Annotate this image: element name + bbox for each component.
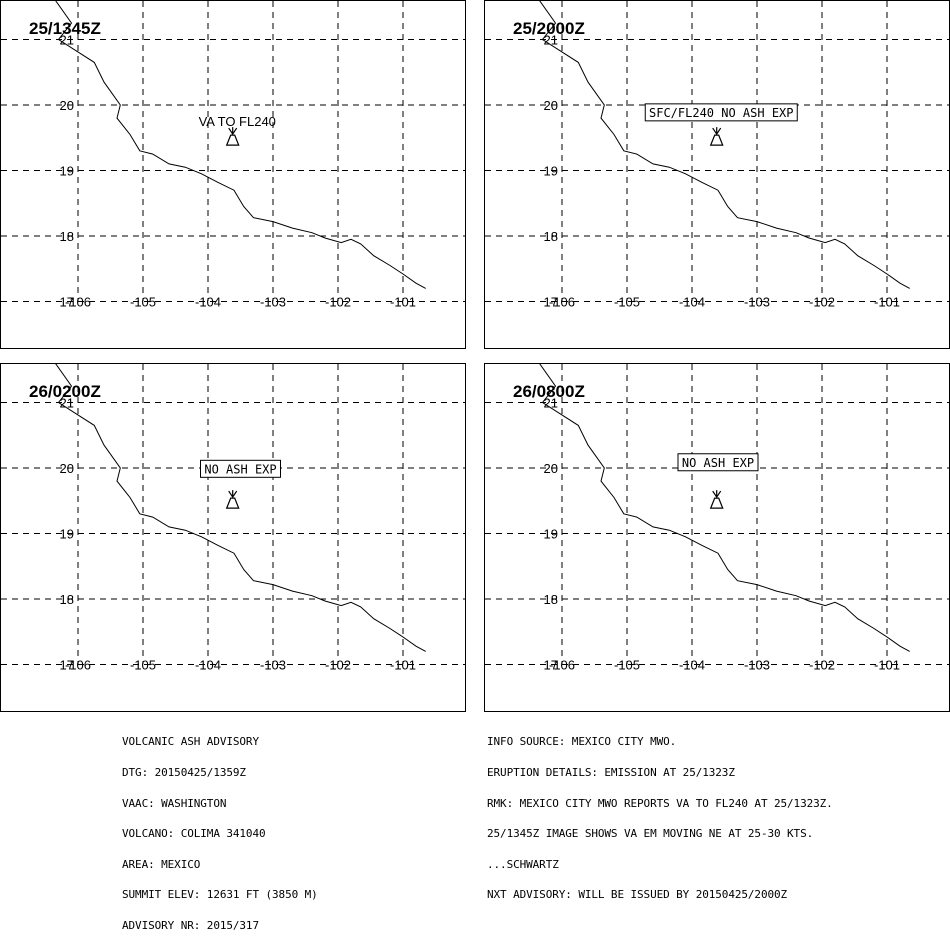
map-canvas: 17 18 19 20 21 -106 -105 -104 -103 -102 -101 NO ASH… [1, 364, 465, 673]
map-canvas: 17 18 19 20 21 -106 -105 -104 -103 -102 -101 NO ASH… [485, 364, 949, 673]
annotation-box [677, 453, 759, 472]
lat-tick-label: 18 [544, 229, 558, 244]
advisory-remark: RMK: MEXICO CITY MWO REPORTS VA TO FL240… [487, 796, 833, 810]
advisory-number: ADVISORY NR: 2015/317 [122, 918, 259, 932]
volcano-icon [709, 127, 724, 146]
lat-tick-label: 21 [544, 396, 558, 411]
lat-tick-label: 18 [60, 229, 74, 244]
lon-tick-label: -106 [65, 658, 91, 673]
advisory-info-source: INFO SOURCE: MEXICO CITY MWO. [487, 735, 677, 749]
annotation-label: SFC/FL240 NO ASH EXP [649, 106, 794, 120]
lat-tick-label: 19 [544, 527, 558, 542]
annotation-label: VA TO FL240 [199, 114, 276, 129]
volcano-icon [709, 490, 724, 509]
lat-tick-label: 19 [544, 164, 558, 179]
lat-tick-label: 17 [544, 295, 558, 310]
lat-tick-label: 20 [544, 98, 558, 113]
lon-tick-label: -104 [195, 658, 221, 673]
annotation-box [644, 103, 798, 122]
advisory-next: NXT ADVISORY: WILL BE ISSUED BY 20150425… [487, 888, 788, 902]
coastline [55, 1, 426, 289]
lat-tick-label: 18 [544, 592, 558, 607]
lon-tick-label: -105 [614, 295, 640, 310]
advisory-eruption-details: ERUPTION DETAILS: EMISSION AT 25/1323Z [487, 766, 735, 779]
coastline [539, 364, 910, 652]
advisory-remark-cont: 25/1345Z IMAGE SHOWS VA EM MOVING NE AT … [487, 827, 814, 841]
annotation-label: NO ASH EXP [204, 462, 276, 476]
lon-tick-label: -106 [549, 295, 575, 310]
coastline [539, 1, 910, 289]
lon-tick-label: -101 [390, 295, 416, 310]
advisory-signature: ...SCHWARTZ [487, 857, 559, 871]
lon-tick-label: -103 [260, 658, 286, 673]
lon-tick-label: -104 [679, 295, 705, 310]
lon-tick-label: -103 [260, 295, 286, 310]
lat-tick-label: 17 [544, 658, 558, 673]
map-canvas: 17 18 19 20 21 -106 -105 -104 -103 -102 -101 SFC/FL… [485, 1, 949, 310]
lat-tick-label: 20 [60, 98, 74, 113]
lon-tick-label: -106 [549, 658, 575, 673]
coastline [55, 364, 426, 652]
advisory-footer-right: INFO SOURCE: MEXICO CITY MWO. ERUPTION D… [487, 717, 833, 911]
lon-tick-label: -101 [874, 295, 900, 310]
lat-tick-label: 19 [60, 527, 74, 542]
panel-time: 26/0800Z [513, 382, 585, 401]
lon-tick-label: -101 [874, 658, 900, 673]
lon-tick-label: -102 [325, 658, 351, 673]
lon-tick-label: -102 [809, 295, 835, 310]
lat-tick-label: 17 [60, 658, 74, 673]
lat-tick-label: 20 [544, 461, 558, 476]
advisory-footer-left: VOLCANIC ASH ADVISORY DTG: 20150425/1359… [122, 717, 318, 941]
advisory-summit-elev: SUMMIT ELEV: 12631 FT (3850 M) [122, 888, 318, 902]
map-panel-4: 17 18 19 20 21 -106 -105 -104 -103 -102 -101 NO ASH… [484, 363, 950, 712]
lon-tick-label: -102 [809, 658, 835, 673]
advisory-vaac: VAAC: WASHINGTON [122, 796, 227, 810]
panel-time: 25/2000Z [513, 19, 585, 38]
panel-time: 26/0200Z [29, 382, 101, 401]
lon-tick-label: -105 [130, 658, 156, 673]
lat-tick-label: 17 [60, 295, 74, 310]
lon-tick-label: -103 [744, 295, 770, 310]
lon-tick-label: -104 [195, 295, 221, 310]
advisory-title: VOLCANIC ASH ADVISORY [122, 735, 259, 749]
lat-tick-label: 21 [60, 396, 74, 411]
advisory-dtg: DTG: 20150425/1359Z [122, 766, 246, 779]
lon-tick-label: -106 [65, 295, 91, 310]
map-canvas: 17 18 19 20 21 -106 -105 -104 -103 -102 -101 VA TO … [1, 1, 465, 310]
lat-tick-label: 21 [544, 33, 558, 48]
volcano-icon [225, 127, 240, 146]
map-panel-1: 17 18 19 20 21 -106 -105 -104 -103 -102 -101 VA TO … [0, 0, 466, 349]
map-panel-3: 17 18 19 20 21 -106 -105 -104 -103 -102 -101 NO ASH… [0, 363, 466, 712]
lon-tick-label: -103 [744, 658, 770, 673]
annotation-box [200, 459, 281, 478]
lat-tick-label: 21 [60, 33, 74, 48]
lon-tick-label: -104 [679, 658, 705, 673]
lon-tick-label: -101 [390, 658, 416, 673]
volcano-icon [225, 490, 240, 509]
lon-tick-label: -102 [325, 295, 351, 310]
lat-tick-label: 19 [60, 164, 74, 179]
lon-tick-label: -105 [130, 295, 156, 310]
annotation-label: NO ASH EXP [682, 456, 754, 470]
map-panel-2: 17 18 19 20 21 -106 -105 -104 -103 -102 -101 SFC/FL… [484, 0, 950, 349]
lon-tick-label: -105 [614, 658, 640, 673]
panel-time: 25/1345Z [29, 19, 101, 38]
lat-tick-label: 18 [60, 592, 74, 607]
advisory-area: AREA: MEXICO [122, 857, 201, 871]
advisory-volcano: VOLCANO: COLIMA 341040 [122, 827, 266, 841]
lat-tick-label: 20 [60, 461, 74, 476]
